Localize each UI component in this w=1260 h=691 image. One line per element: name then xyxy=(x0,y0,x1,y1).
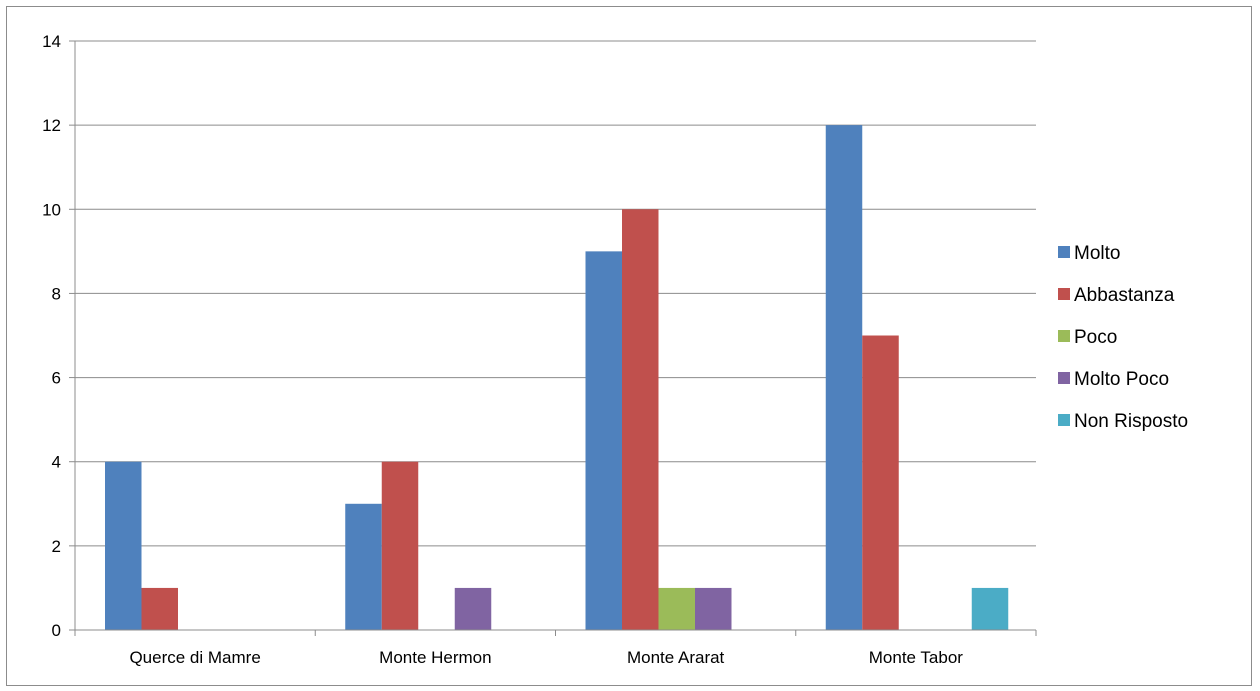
bars xyxy=(105,125,1009,631)
legend-swatch xyxy=(1058,288,1070,300)
legend-label: Molto xyxy=(1074,243,1120,264)
legend-swatch xyxy=(1058,414,1070,426)
legend-label: Abbastanza xyxy=(1074,285,1175,306)
y-tick-label: 0 xyxy=(52,621,61,640)
y-tick-label: 10 xyxy=(42,200,61,219)
legend-label: Non Risposto xyxy=(1074,411,1188,432)
bar-abbastanza xyxy=(622,209,659,631)
legend-swatch xyxy=(1058,330,1070,342)
bar-abbastanza xyxy=(381,461,419,630)
bar-molto xyxy=(585,251,622,630)
legend-swatch xyxy=(1058,372,1070,384)
y-tick-label: 4 xyxy=(52,453,61,472)
x-tick-label: Monte Ararat xyxy=(627,648,725,667)
axes xyxy=(69,40,1037,636)
legend-label: Molto Poco xyxy=(1074,369,1169,390)
y-tick-label: 6 xyxy=(52,369,61,388)
bar-molto xyxy=(825,125,863,631)
bar-molto xyxy=(105,461,142,630)
bar-abbastanza xyxy=(862,335,899,630)
legend: Molto Abbastanza Poco Molto Poco Non Rispost… xyxy=(1058,243,1188,432)
x-tick-label: Querce di Mamre xyxy=(129,648,260,667)
x-tick-label: Monte Tabor xyxy=(869,648,964,667)
bar-molto xyxy=(345,503,382,630)
bar-molto-poco xyxy=(695,587,732,630)
x-tick-label: Monte Hermon xyxy=(379,648,491,667)
bar-poco xyxy=(658,587,695,630)
y-tick-label: 8 xyxy=(52,284,61,303)
bar-non-risposto xyxy=(971,587,1009,630)
bar-abbastanza xyxy=(141,587,178,630)
legend-swatch xyxy=(1058,246,1070,258)
tick-labels: 0 2 4 6 8 10 12 14 Querce di Mamre Monte Hermon Mo… xyxy=(42,32,963,667)
y-tick-label: 2 xyxy=(52,537,61,556)
y-tick-label: 14 xyxy=(42,32,61,51)
bar-molto-poco xyxy=(454,587,492,630)
legend-label: Poco xyxy=(1074,327,1117,348)
y-tick-label: 12 xyxy=(42,116,61,135)
